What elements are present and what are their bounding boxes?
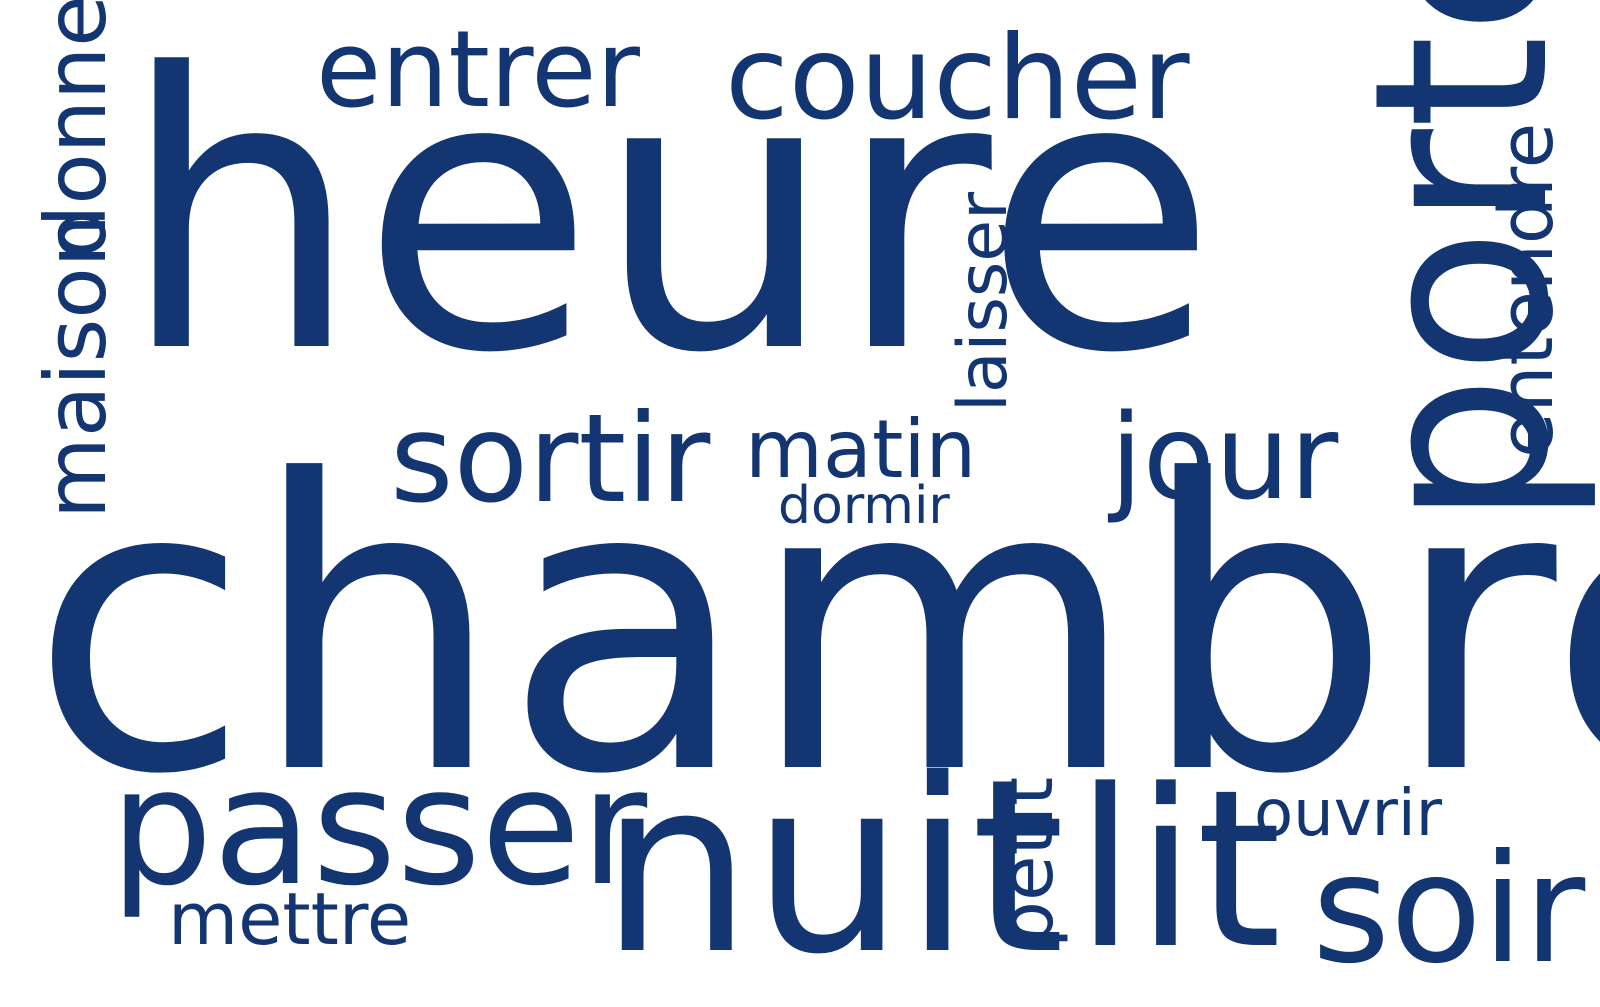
word-donner: donner — [27, 0, 125, 258]
word-jour: jour — [1110, 388, 1339, 526]
word-coucher: coucher — [725, 11, 1190, 146]
word-entendre: entendre — [1484, 122, 1570, 458]
word-entrer: entrer — [316, 8, 641, 131]
word-mettre: mettre — [168, 877, 412, 961]
word-nuit: nuit — [600, 727, 1065, 1007]
word-passer: passer — [110, 734, 648, 922]
word-petit: petit — [984, 776, 1070, 948]
word-dormir: dormir — [778, 476, 950, 536]
word-heure: heure — [120, 0, 1218, 436]
word-laisser: laisser — [944, 191, 1023, 412]
word-lit: lit — [1075, 744, 1282, 997]
word-soir: soir — [1312, 823, 1586, 997]
word-maison: maison — [27, 213, 125, 519]
word-ouvrir: ouvrir — [1254, 777, 1442, 851]
word-sortir: sortir — [390, 388, 711, 530]
word-matin: matin — [745, 403, 977, 496]
